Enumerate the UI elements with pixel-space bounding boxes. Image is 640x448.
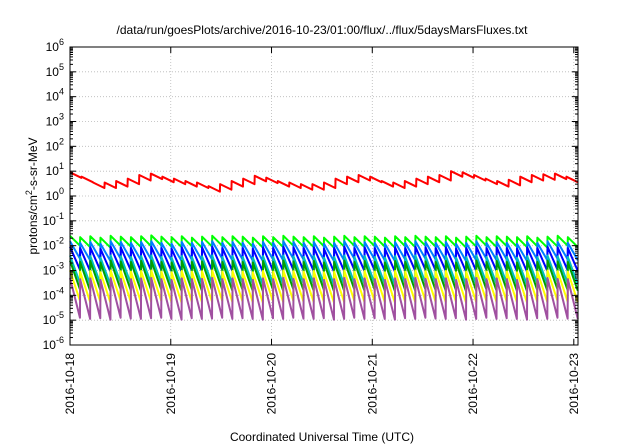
y-axis-label: protons/cm2-s-sr-MeV [24, 137, 40, 254]
y-tick-label: 102 [46, 136, 64, 153]
x-tick-label: 2016-10-21 [365, 353, 379, 415]
y-tick-label: 101 [46, 161, 64, 178]
series-group [69, 170, 579, 321]
y-axis-label-suffix: -s-sr-MeV [26, 137, 40, 190]
series-line-1 [69, 170, 579, 193]
y-tick-label: 104 [46, 87, 64, 104]
y-axis-label-prefix: protons/cm [26, 195, 40, 254]
x-tick-label: 2016-10-23 [567, 353, 581, 415]
series-line-2 [69, 234, 579, 249]
y-tick-label: 10-1 [43, 211, 64, 228]
x-tick-label: 2016-10-20 [265, 353, 279, 415]
x-axis: 2016-10-18 2016-10-19 2016-10-20 2016-10-21… [63, 47, 581, 414]
y-tick-label: 10-3 [43, 261, 64, 278]
y-tick-label: 10-4 [43, 285, 64, 302]
series-line-8 [69, 276, 579, 321]
y-tick-label: 106 [46, 37, 64, 54]
x-tick-label: 2016-10-22 [466, 353, 480, 415]
y-tick-label: 103 [46, 112, 64, 129]
y-tick-label: 105 [46, 62, 64, 79]
chart-title: /data/run/goesPlots/archive/2016-10-23/0… [117, 23, 529, 37]
x-tick-label: 2016-10-18 [63, 353, 77, 415]
y-tick-label: 10-5 [43, 310, 64, 327]
y-tick-label: 10-6 [43, 335, 64, 352]
y-tick-label: 10-2 [43, 236, 64, 253]
x-tick-label: 2016-10-19 [164, 353, 178, 415]
x-axis-label: Coordinated Universal Time (UTC) [230, 430, 414, 444]
y-axis-label-sup: 2 [24, 190, 34, 195]
y-tick-label: 100 [46, 186, 64, 203]
